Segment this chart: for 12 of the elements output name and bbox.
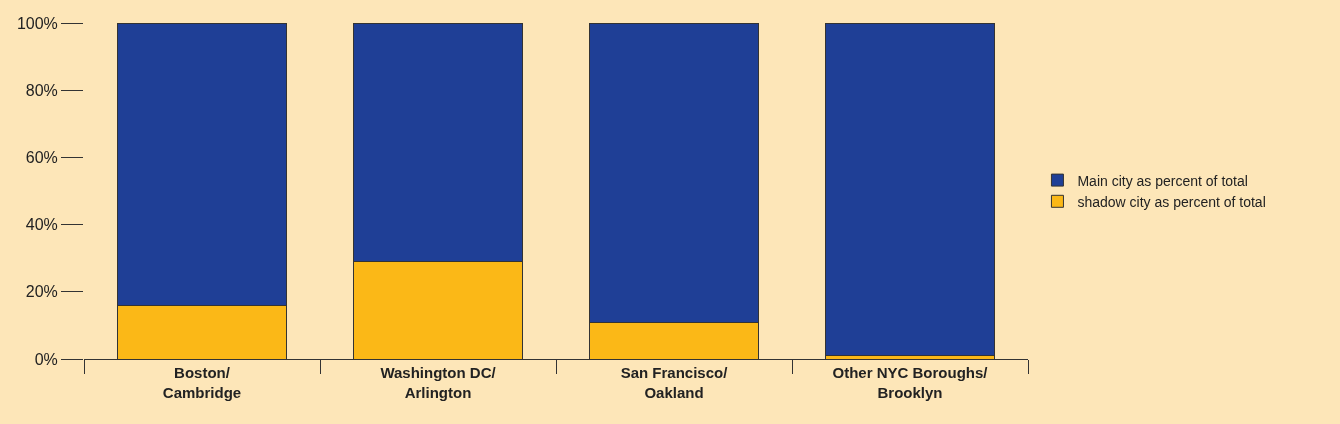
x-tick-label: Boston/ Cambridge [162, 364, 242, 401]
y-tick-label: 40% [25, 216, 58, 234]
legend-label: shadow city as percent of total [1077, 193, 1266, 210]
x-tick-label: Other NYC Boroughs/ Brooklyn [832, 364, 989, 401]
legend-label: Main city as percent of total [1077, 172, 1248, 189]
y-tick-label: 80% [25, 81, 58, 99]
y-tick-label: 20% [25, 283, 58, 301]
y-tick-label: 0% [34, 350, 58, 368]
x-tick-label: San Francisco/ Oakland [620, 364, 729, 401]
y-tick-label: 60% [25, 149, 58, 166]
x-tick-label: Washington DC/ Arlington [380, 364, 497, 401]
y-tick-label: 100% [16, 14, 58, 32]
